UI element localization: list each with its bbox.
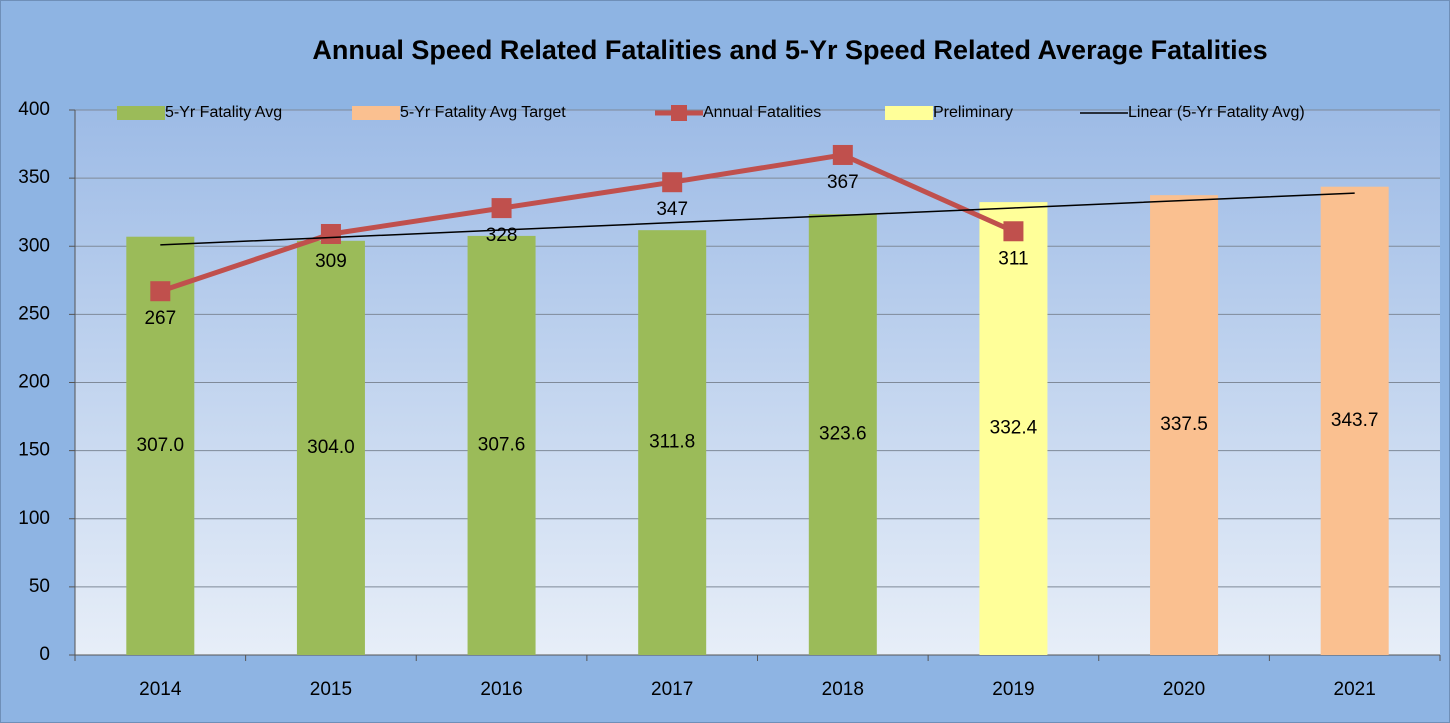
line-marker [832, 144, 853, 165]
bar-label: 332.4 [990, 418, 1038, 439]
y-tick-label: 100 [18, 508, 50, 529]
bar-label: 307.6 [478, 434, 526, 455]
bar [296, 240, 365, 656]
x-tick-label: 2020 [1163, 679, 1205, 700]
bar [467, 235, 536, 655]
x-tick-label: 2021 [1334, 679, 1376, 700]
x-tick-label: 2014 [139, 679, 182, 700]
legend-marker [671, 105, 687, 121]
y-tick-label: 0 [39, 644, 50, 665]
line-label: 367 [827, 172, 859, 193]
chart-title: Annual Speed Related Fatalities and 5-Yr… [312, 35, 1267, 65]
line-label: 311 [998, 248, 1028, 269]
y-tick-label: 150 [18, 440, 50, 461]
line-label: 328 [486, 225, 518, 246]
y-tick-label: 200 [18, 372, 50, 393]
bar-label: 307.0 [137, 435, 185, 456]
line-label: 347 [656, 199, 688, 220]
bar [808, 214, 877, 655]
legend-label: 5-Yr Fatality Avg Target [400, 104, 566, 121]
legend-label: Preliminary [933, 104, 1013, 121]
bar-label: 304.0 [307, 437, 355, 458]
legend-swatch [117, 106, 165, 120]
bar-label: 311.8 [649, 432, 695, 453]
y-tick-label: 250 [18, 303, 50, 324]
line-label: 309 [315, 251, 347, 272]
x-tick-label: 2018 [822, 679, 864, 700]
bar [979, 202, 1048, 656]
bar [1320, 186, 1389, 656]
x-tick-label: 2015 [310, 679, 352, 700]
x-tick-label: 2017 [651, 679, 693, 700]
line-marker [1003, 221, 1024, 242]
bar-label: 343.7 [1331, 410, 1379, 431]
line [159, 152, 1015, 294]
line-marker [320, 223, 341, 244]
bar-label: 323.6 [819, 424, 867, 445]
y-tick-label: 400 [18, 99, 50, 120]
line [160, 192, 1355, 246]
y-tick-label: 50 [29, 576, 50, 597]
legend-swatch [352, 106, 400, 120]
x-tick-label: 2016 [480, 679, 522, 700]
y-tick-label: 350 [18, 167, 50, 188]
bar [126, 236, 195, 655]
bar [638, 230, 707, 656]
line-marker [491, 198, 512, 219]
x-tick-label: 2019 [992, 679, 1034, 700]
legend-swatch [885, 106, 933, 120]
line-marker [150, 281, 171, 302]
legend-label: 5-Yr Fatality Avg [165, 104, 282, 121]
bar [1150, 195, 1219, 655]
legend-label: Linear (5-Yr Fatality Avg) [1128, 104, 1305, 121]
bar-label: 337.5 [1160, 414, 1208, 435]
line-label: 267 [144, 308, 176, 329]
y-tick-label: 300 [18, 235, 50, 256]
legend-label: Annual Fatalities [703, 104, 821, 121]
line-marker [662, 172, 683, 193]
